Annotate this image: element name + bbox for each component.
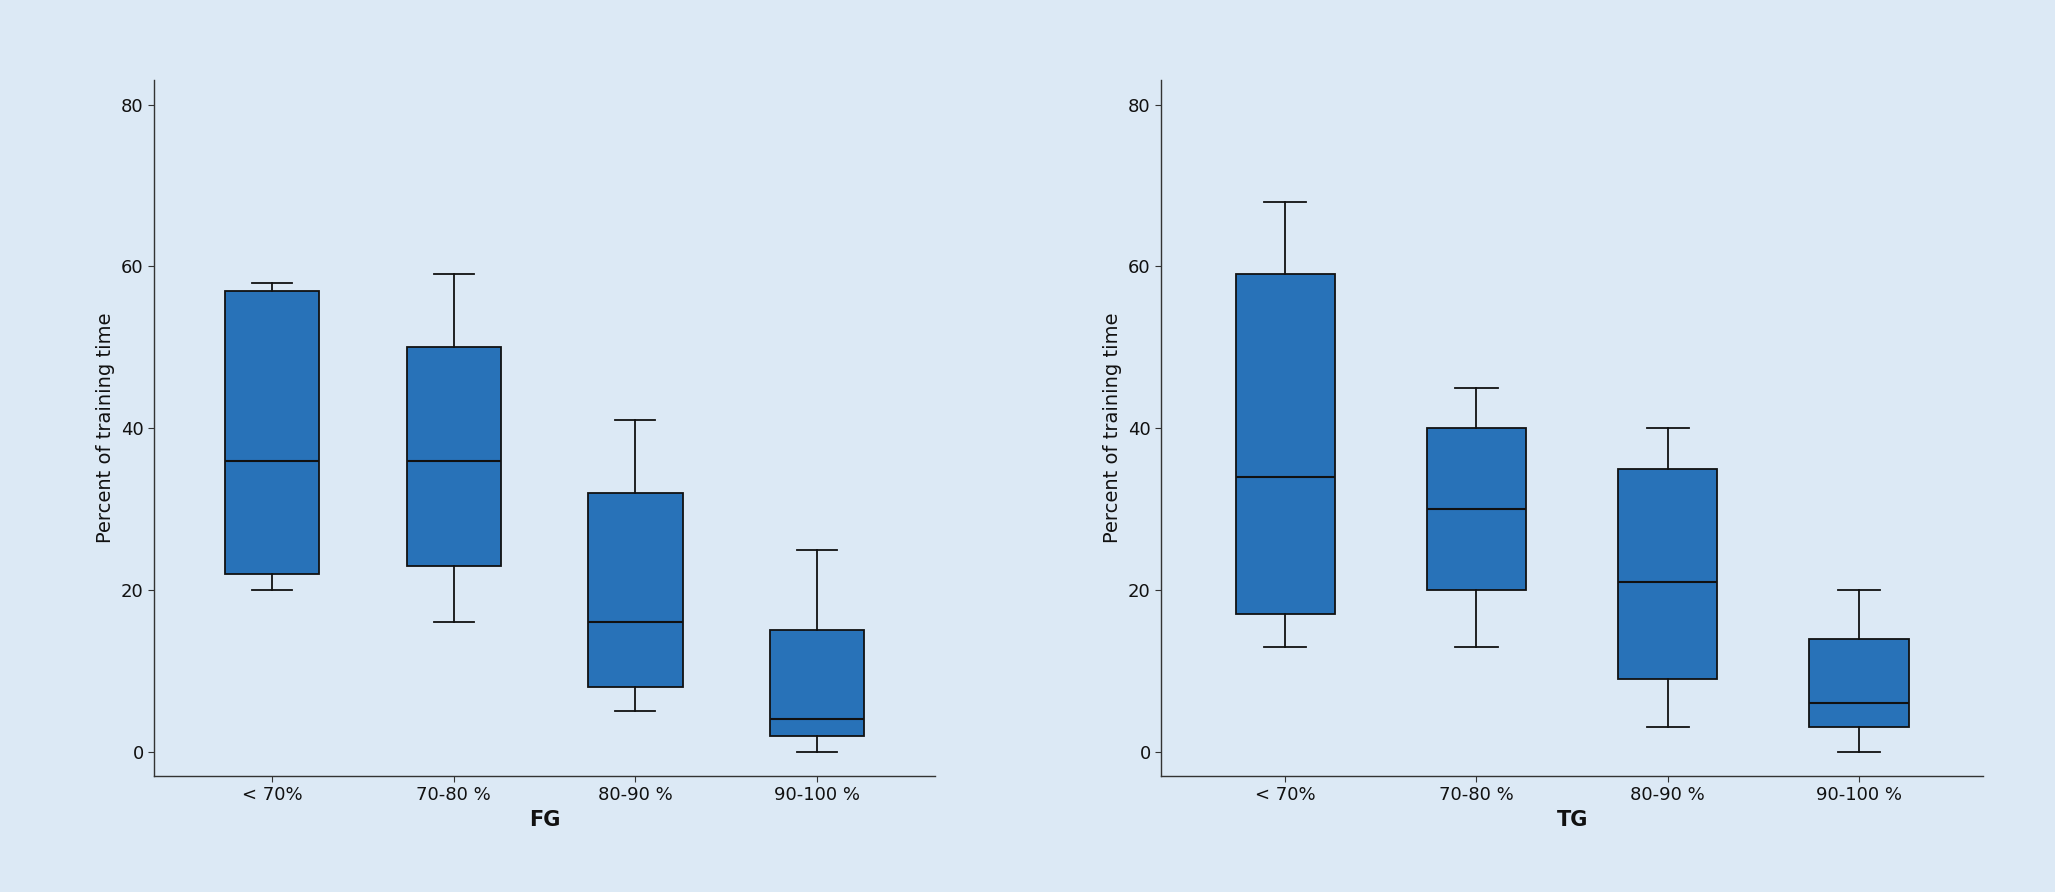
Y-axis label: Percent of training time: Percent of training time [97, 313, 115, 543]
PathPatch shape [407, 347, 501, 566]
PathPatch shape [1426, 428, 1527, 590]
X-axis label: FG: FG [528, 810, 561, 830]
PathPatch shape [1235, 275, 1336, 615]
PathPatch shape [1617, 468, 1718, 679]
PathPatch shape [1808, 639, 1909, 728]
PathPatch shape [771, 631, 865, 736]
PathPatch shape [224, 291, 319, 574]
Y-axis label: Percent of training time: Percent of training time [1104, 313, 1122, 543]
X-axis label: TG: TG [1556, 810, 1589, 830]
PathPatch shape [588, 493, 682, 687]
